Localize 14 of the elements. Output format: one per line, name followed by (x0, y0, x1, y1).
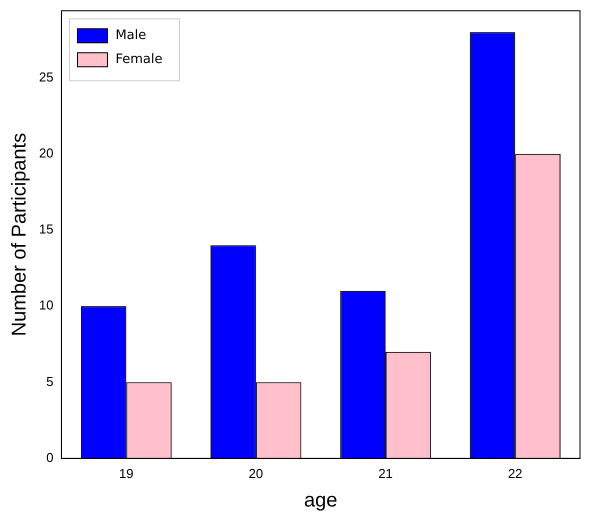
y-tick-label: 0 (46, 450, 54, 465)
y-axis-title: Number of Participants (8, 132, 31, 336)
x-tick-label: 19 (119, 466, 134, 481)
x-axis-title: age (304, 490, 338, 512)
y-tick-label: 5 (46, 374, 54, 389)
x-tick-label: 22 (508, 466, 522, 481)
legend-label: Female (115, 52, 162, 68)
y-tick-label: 20 (38, 145, 54, 160)
y-tick-label: 10 (38, 298, 54, 313)
y-tick-label: 15 (38, 222, 54, 237)
x-tick-label: 20 (248, 466, 264, 481)
legend-label: Male (115, 28, 146, 44)
y-tick-label: 25 (38, 69, 54, 84)
x-tick-label: 21 (378, 466, 393, 481)
